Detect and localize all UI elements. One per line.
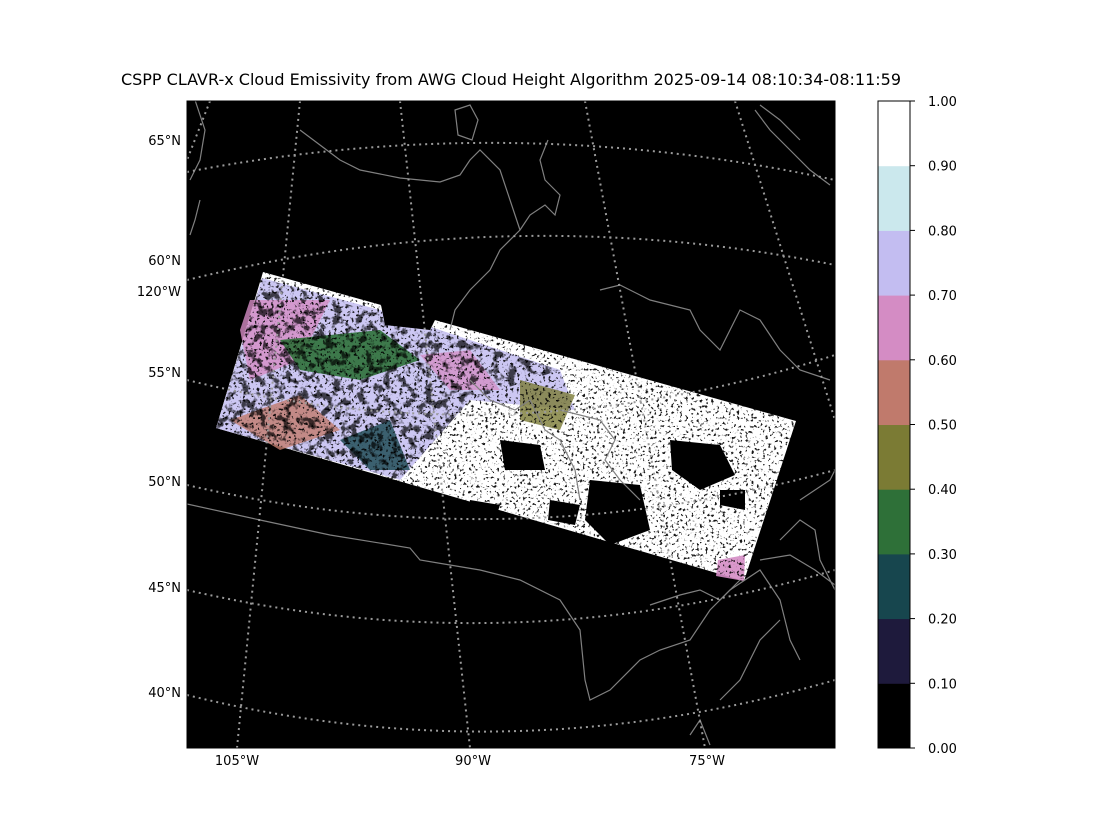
colorbar-tick-label: 0.60 xyxy=(928,354,957,369)
colorbar-segments xyxy=(878,101,910,749)
colorbar-tick-label: 1.00 xyxy=(928,95,957,110)
colorbar-tick-label: 0.40 xyxy=(928,483,957,498)
colorbar-tick-label: 0.90 xyxy=(928,160,957,175)
colorbar-tick-label: 0.70 xyxy=(928,289,957,304)
lat-label: 45°N xyxy=(148,581,181,596)
parallel-65N xyxy=(187,141,835,181)
lon-label: 75°W xyxy=(689,754,725,769)
colorbar-tick-label: 0.10 xyxy=(928,677,957,692)
colorbar-segment xyxy=(878,489,910,555)
lat-label: 65°N xyxy=(148,134,181,149)
quebec-labrador-coast xyxy=(599,284,831,381)
meridian-60W xyxy=(734,101,835,421)
colorbar-segment xyxy=(878,295,910,361)
map-frame xyxy=(186,100,836,749)
lat-label: 60°N xyxy=(148,254,181,269)
swath-speckle-color xyxy=(216,278,560,480)
meridian-120W xyxy=(187,101,211,161)
lon-label: 90°W xyxy=(455,754,491,769)
satellite-swath xyxy=(216,272,796,581)
colorbar-segment xyxy=(878,683,910,749)
colorbar-tick-label: 0.50 xyxy=(928,419,957,434)
colorbar: 0.00 0.10 0.20 0.30 0.40 0.50 0.60 0.70 0.80 0.90… xyxy=(877,95,957,757)
colorbar-segment xyxy=(878,424,910,490)
colorbar-tick-label: 0.80 xyxy=(928,224,957,239)
colorbar-segment xyxy=(878,618,910,684)
lon-label: 120°W xyxy=(137,285,181,300)
colorbar-tick-label: 0.00 xyxy=(928,742,957,757)
nova-scotia-outline xyxy=(759,554,835,586)
colorbar-segment xyxy=(878,359,910,425)
lat-label: 50°N xyxy=(148,475,181,490)
meridian-90W xyxy=(399,101,471,748)
figure-title: CSPP CLAVR-x Cloud Emissivity from AWG C… xyxy=(121,70,901,89)
colorbar-segment xyxy=(878,101,910,167)
graticule xyxy=(187,101,835,748)
colorbar-ticks: 0.00 0.10 0.20 0.30 0.40 0.50 0.60 0.70 0.80 0.90… xyxy=(910,95,957,757)
west-coast-fragment xyxy=(189,101,206,236)
longitude-labels-bottom: 105°W 90°W 75°W xyxy=(215,754,725,769)
lat-label: 55°N xyxy=(148,366,181,381)
lat-label: 40°N xyxy=(148,686,181,701)
hudson-bay-coast xyxy=(299,129,521,331)
colorbar-tick-label: 0.20 xyxy=(928,613,957,628)
atlantic-coast xyxy=(689,469,835,746)
colorbar-segment xyxy=(878,553,910,620)
hudson-bay-east-coast xyxy=(519,139,561,231)
coastlines xyxy=(187,101,835,746)
longitude-labels-left: 120°W xyxy=(137,285,181,300)
greenland-coast xyxy=(754,104,831,186)
meridian-105W xyxy=(236,101,301,748)
east-quebec-coast xyxy=(649,579,741,606)
colorbar-segment xyxy=(878,230,910,296)
lon-label: 105°W xyxy=(215,754,259,769)
island-north xyxy=(454,104,479,141)
latitude-labels: 65°N 60°N 55°N 50°N 45°N 40°N xyxy=(148,134,181,701)
meridian-75W xyxy=(584,101,706,748)
map-panel: 65°N 60°N 55°N 50°N 45°N 40°N 120°W 105°… xyxy=(137,100,836,769)
us-canada-border xyxy=(187,503,801,701)
colorbar-segment xyxy=(878,165,910,231)
colorbar-tick-label: 0.30 xyxy=(928,548,957,563)
great-lakes-outline xyxy=(469,379,641,501)
